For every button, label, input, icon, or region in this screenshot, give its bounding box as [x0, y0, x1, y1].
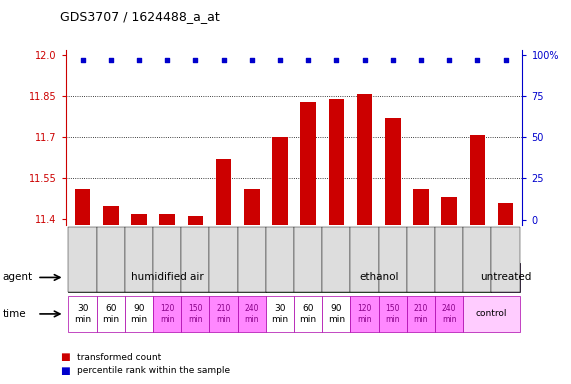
Text: 60
min: 60 min [300, 304, 317, 324]
Text: 90
min: 90 min [130, 304, 147, 324]
Text: 90
min: 90 min [328, 304, 345, 324]
Bar [357, 94, 372, 225]
Text: control: control [476, 310, 507, 318]
Text: ■: ■ [60, 366, 70, 376]
Bar [441, 197, 457, 225]
Bar [244, 189, 260, 225]
Text: untreated: untreated [480, 272, 531, 283]
Point [473, 57, 482, 63]
Point [134, 57, 143, 63]
Bar [216, 159, 231, 225]
Text: 150
min: 150 min [385, 304, 400, 324]
Bar [272, 137, 288, 225]
Text: 240
min: 240 min [442, 304, 456, 324]
Bar [300, 102, 316, 225]
Point [416, 57, 425, 63]
Text: percentile rank within the sample: percentile rank within the sample [77, 366, 230, 375]
Point [388, 57, 397, 63]
Text: 210
min: 210 min [216, 304, 231, 324]
Text: humidified air: humidified air [131, 272, 203, 283]
Bar [469, 134, 485, 225]
Point [275, 57, 284, 63]
Point [445, 57, 454, 63]
Bar [328, 99, 344, 225]
Bar [103, 205, 119, 225]
Text: transformed count: transformed count [77, 353, 162, 362]
Bar [75, 189, 90, 225]
Point [106, 57, 115, 63]
Bar [159, 214, 175, 225]
Point [219, 57, 228, 63]
Text: GDS3707 / 1624488_a_at: GDS3707 / 1624488_a_at [60, 10, 220, 23]
Text: 240
min: 240 min [244, 304, 259, 324]
Point [501, 57, 510, 63]
Bar [498, 203, 513, 225]
Bar [413, 189, 429, 225]
Text: time: time [3, 309, 26, 319]
Point [191, 57, 200, 63]
Bar [131, 214, 147, 225]
Point [163, 57, 172, 63]
Point [78, 57, 87, 63]
Point [247, 57, 256, 63]
Text: 60
min: 60 min [102, 304, 119, 324]
Point [332, 57, 341, 63]
Text: ■: ■ [60, 352, 70, 362]
Bar [385, 118, 400, 225]
Text: 120
min: 120 min [160, 304, 174, 324]
Bar [188, 217, 203, 225]
Text: 30
min: 30 min [74, 304, 91, 324]
Text: agent: agent [3, 272, 33, 283]
Text: ethanol: ethanol [359, 272, 399, 283]
Text: 120
min: 120 min [357, 304, 372, 324]
Text: 30
min: 30 min [271, 304, 288, 324]
Point [304, 57, 313, 63]
Text: 210
min: 210 min [414, 304, 428, 324]
Text: 150
min: 150 min [188, 304, 203, 324]
Point [360, 57, 369, 63]
